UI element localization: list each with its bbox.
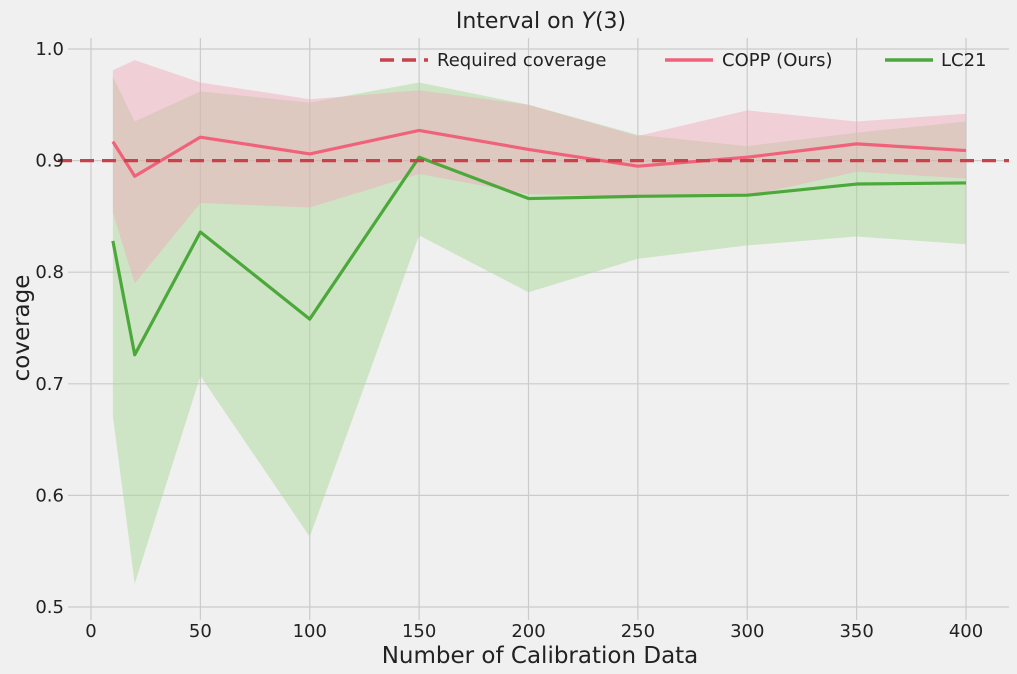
x-tick-label: 0: [85, 621, 96, 642]
x-tick-label: 200: [511, 621, 545, 642]
series-lines: [111, 128, 967, 357]
legend: Required coverage COPP (Ours) LC21: [380, 50, 987, 71]
x-tick-labels: 0 50 100 150 200 250 300 350 400: [85, 621, 983, 642]
x-tick-label: 300: [730, 621, 764, 642]
chart-title: Interval on Y(3): [456, 9, 626, 34]
confidence-bands: [112, 60, 966, 584]
x-tick-label: 350: [839, 621, 873, 642]
chart-title-prefix: Interval on: [456, 9, 582, 34]
line-copp: [111, 128, 967, 178]
y-tick-label: 0.9: [35, 151, 64, 172]
chart-title-suffix: (3): [595, 9, 626, 34]
x-tick-label: 250: [621, 621, 655, 642]
y-tick-label: 1.0: [35, 39, 64, 60]
y-tick-label: 0.6: [35, 485, 64, 506]
band-lc21: [112, 76, 966, 584]
y-tick-label: 0.5: [35, 597, 64, 618]
legend-label-lc21: LC21: [941, 50, 987, 71]
y-tick-labels: 0.5 0.6 0.7 0.8 0.9 1.0: [35, 39, 64, 618]
y-tick-label: 0.7: [35, 374, 64, 395]
line-lc21: [111, 155, 967, 357]
x-tick-label: 50: [189, 621, 212, 642]
x-tick-label: 400: [949, 621, 983, 642]
y-tick-label: 0.8: [35, 262, 64, 283]
x-tick-label: 150: [402, 621, 436, 642]
legend-label-copp: COPP (Ours): [722, 50, 833, 71]
legend-label-required-coverage: Required coverage: [437, 50, 606, 71]
x-tick-label: 100: [293, 621, 327, 642]
y-axis-title: coverage: [9, 275, 35, 382]
band-copp: [112, 60, 966, 284]
chart-title-variable: Y: [582, 9, 597, 34]
x-axis-title: Number of Calibration Data: [382, 643, 699, 669]
